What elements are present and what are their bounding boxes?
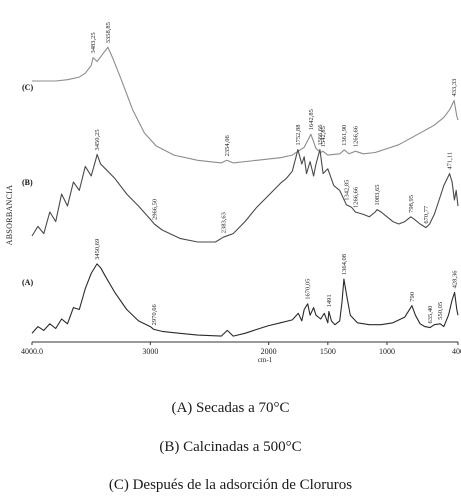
- peak-label: 3450,69: [94, 239, 101, 260]
- x-tick-label: 1500: [320, 347, 336, 356]
- peak-label: 1364,08: [341, 254, 348, 275]
- caption-b: (B) Calcinadas a 500°C: [159, 439, 302, 455]
- peak-label: 1752,88: [295, 124, 302, 145]
- axes-layer: 4000.0 3000 2000 1500 1000 400 cm-1 ABSORBANCIA: [5, 185, 461, 364]
- series-line-b: [31, 149, 459, 243]
- peak-label-layer: (C) 3483,25 3358,85 2354,06 1642,85 1542,85 13…: [22, 22, 459, 325]
- peak-label: 1266,66: [352, 125, 359, 147]
- peak-label: 428,36: [452, 270, 459, 289]
- peak-label: 3358,85: [105, 22, 112, 43]
- series-name-label: (A): [22, 278, 33, 287]
- x-tick-label: 2000: [261, 347, 277, 356]
- peak-label: 550,05: [437, 302, 444, 320]
- x-tick-label: 4000.0: [21, 347, 43, 356]
- caption-c: (C) Después de la adsorción de Cloruros: [108, 477, 353, 493]
- peak-label: 3450,25: [94, 129, 101, 150]
- peak-label: 635,40: [427, 306, 434, 324]
- series-name-label: (C): [22, 83, 33, 92]
- ftir-chart: 4000.0 3000 2000 1500 1000 400 cm-1 ABSORBANCIA…: [5, 22, 461, 364]
- peak-label: 3483,25: [90, 32, 97, 53]
- peak-label: 1083,65: [374, 184, 381, 205]
- y-axis-title: ABSORBANCIA: [5, 185, 14, 246]
- x-axis-title: cm-1: [258, 356, 273, 364]
- peak-label: 1670,05: [305, 279, 312, 300]
- peak-label: 2354,06: [224, 134, 231, 156]
- peak-label: 1491: [326, 294, 333, 307]
- series-line-a: [31, 263, 459, 337]
- peak-label: 1566,66: [317, 124, 324, 146]
- peak-label: 798,95: [408, 195, 415, 213]
- peak-label: 2970,66: [151, 304, 158, 326]
- series-line-c: [32, 46, 459, 164]
- x-tick-label: 400: [452, 347, 461, 356]
- peak-label: 1542,85: [320, 126, 327, 147]
- peak-label: 1342,85: [343, 180, 350, 201]
- peak-label: 790: [409, 292, 416, 302]
- peak-label: 1266,66: [352, 186, 359, 208]
- series-name-label: (B): [22, 178, 33, 187]
- x-tick-label: 1000: [379, 347, 395, 356]
- peak-label: 1361,90: [341, 125, 348, 146]
- peak-label: 433,33: [451, 79, 458, 97]
- peak-label: 1642,85: [308, 109, 315, 130]
- x-tick-label: 3000: [142, 347, 158, 356]
- series-layer: [31, 46, 459, 337]
- peak-label: 2966,50: [151, 199, 158, 220]
- peak-label: 471,11: [447, 152, 454, 170]
- peak-label: 670,77: [423, 205, 430, 224]
- caption-a: (A) Secadas a 70°C: [171, 400, 290, 416]
- peak-label: 2383,63: [220, 212, 227, 233]
- ftir-spectra-svg: 4000.0 3000 2000 1500 1000 400 cm-1 ABSORBANCIA…: [5, 22, 461, 364]
